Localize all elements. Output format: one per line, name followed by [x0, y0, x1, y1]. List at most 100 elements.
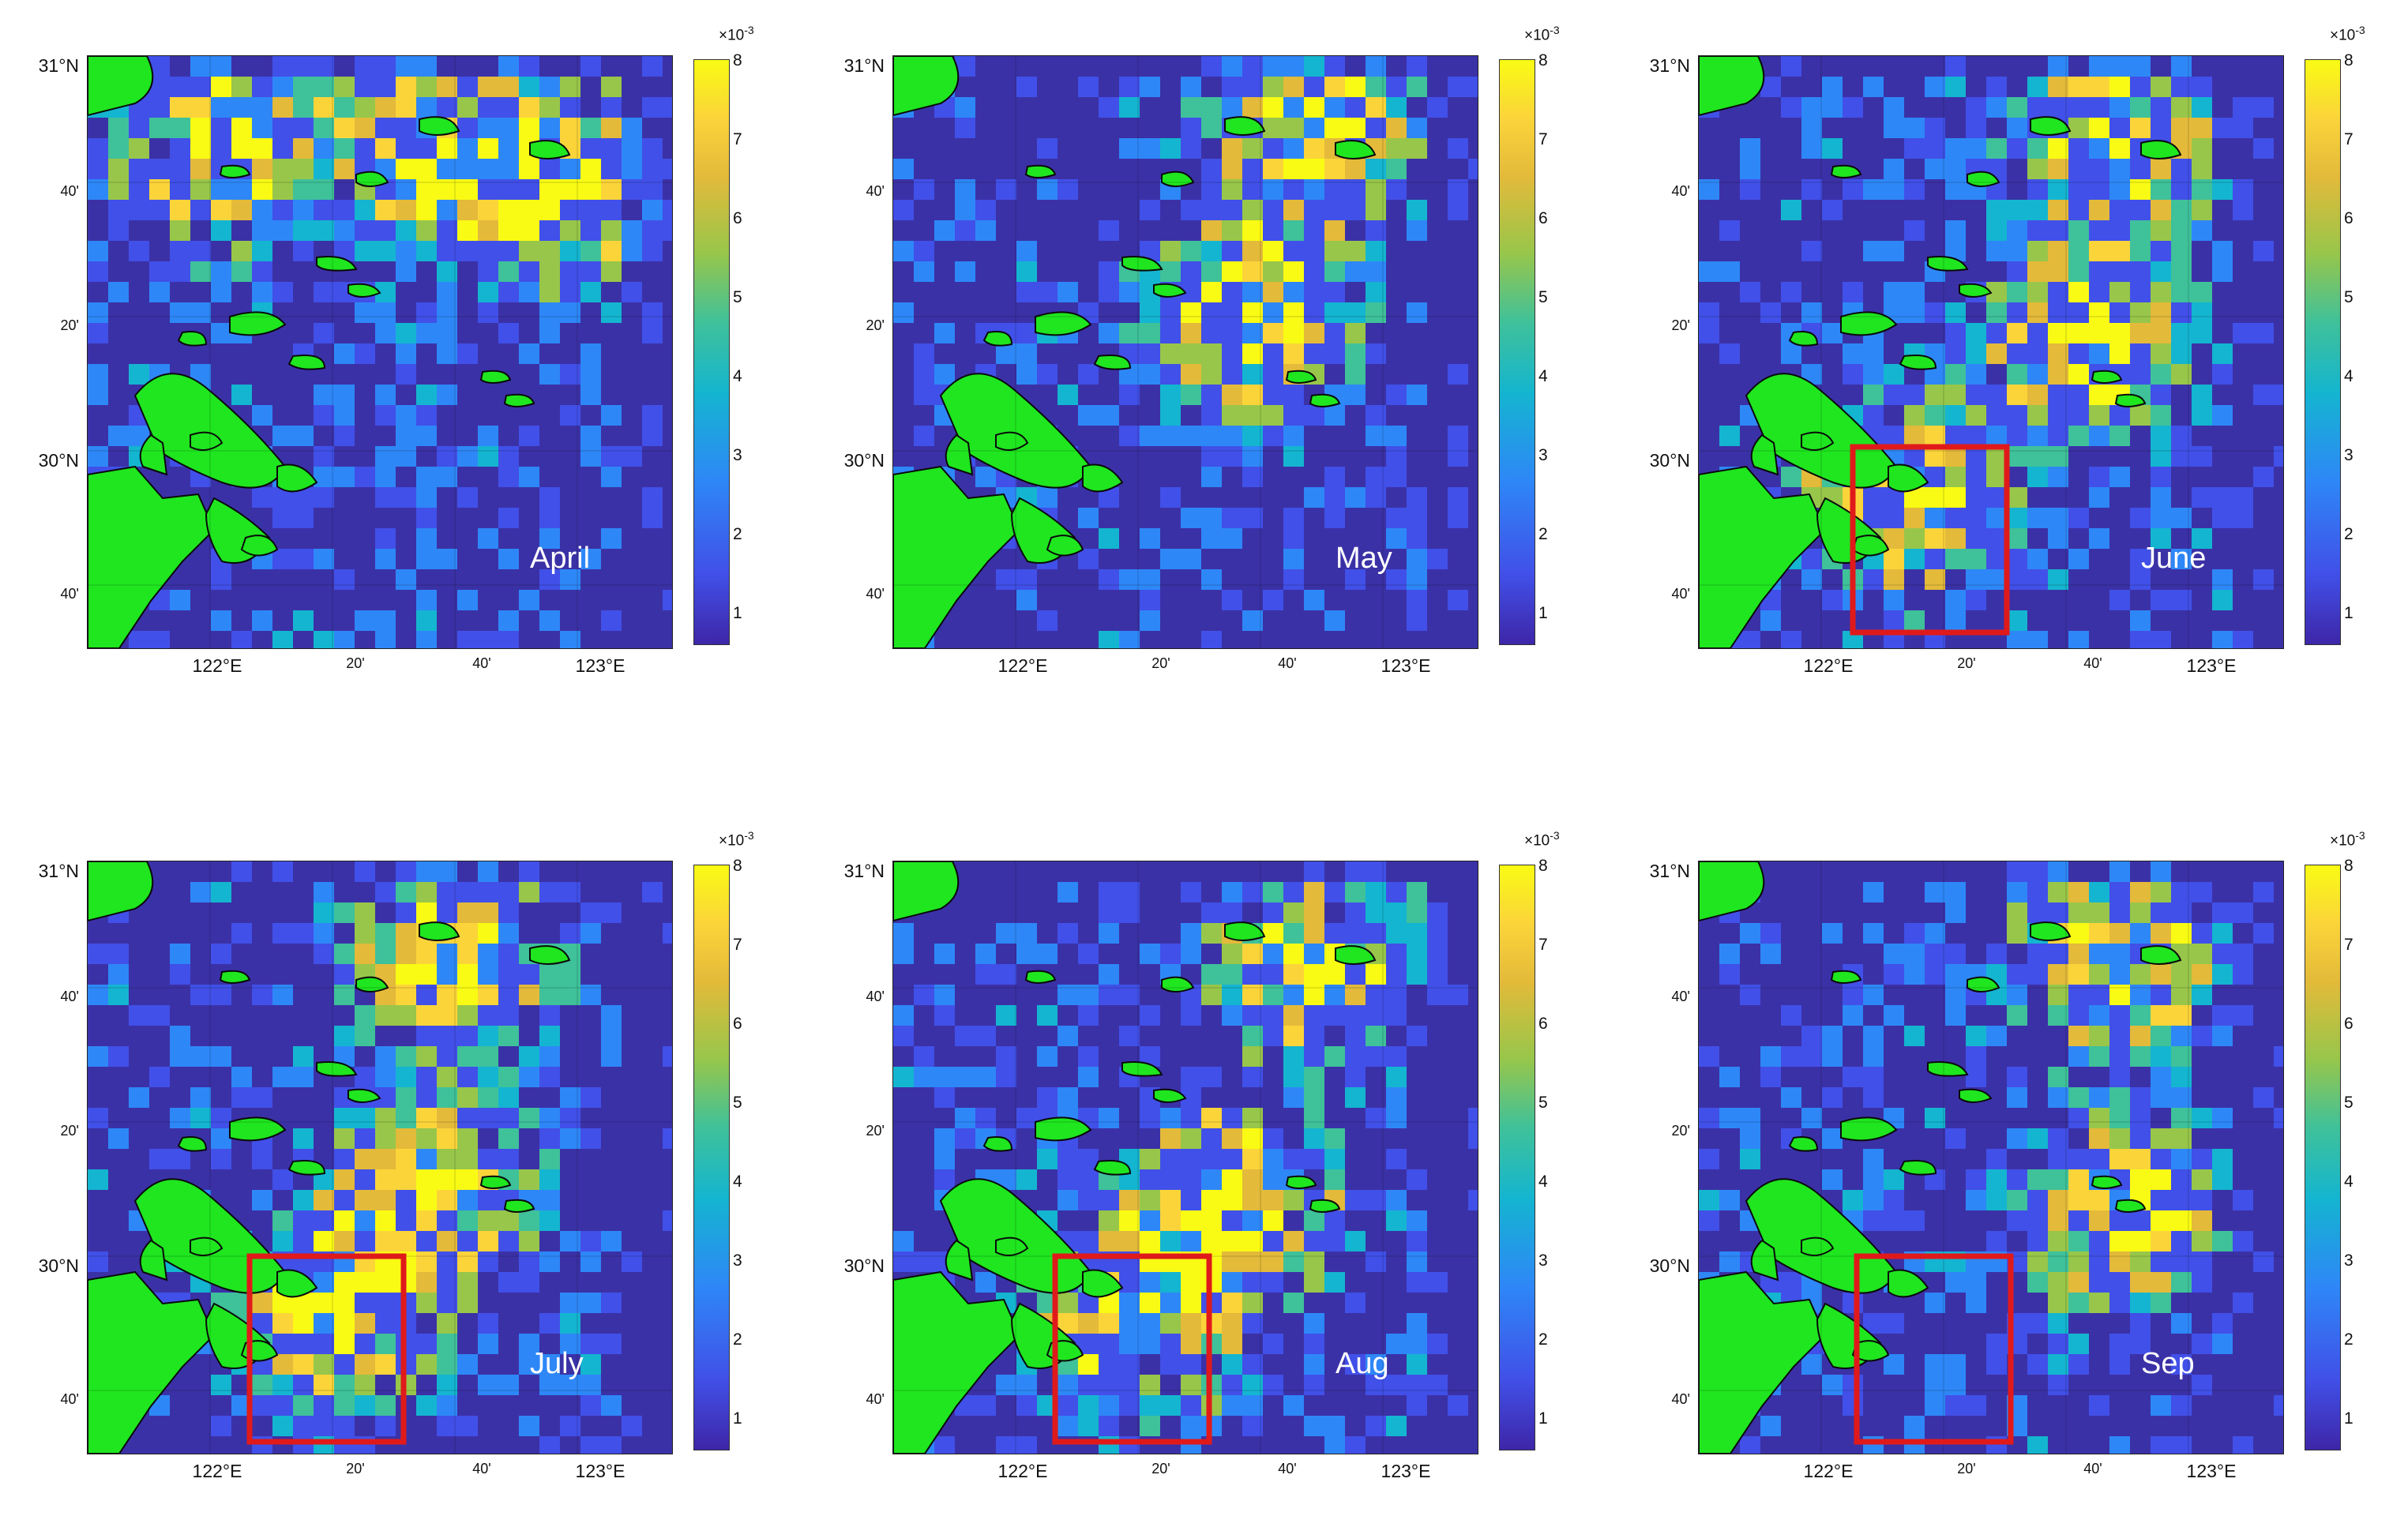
heat-cell: [1386, 446, 1407, 467]
heat-cell: [2253, 1087, 2274, 1108]
heat-cell: [396, 902, 416, 923]
heat-cell: [1263, 1026, 1283, 1046]
heat-cell: [375, 200, 396, 220]
heat-cell: [1078, 1231, 1099, 1251]
heat-cell: [622, 1251, 642, 1272]
heat-cell: [2048, 944, 2068, 964]
heat-cell: [211, 1149, 231, 1169]
heat-cell: [1822, 1128, 1843, 1149]
heat-cell: [2089, 323, 2109, 343]
heat-cell: [1078, 77, 1099, 97]
heat-cell: [1386, 1149, 1407, 1169]
heat-cell: [1345, 385, 1366, 405]
heat-cell: [1945, 964, 1966, 985]
heat-cell: [2192, 282, 2212, 302]
heat-cell: [170, 220, 190, 241]
heat-cell: [1822, 1046, 1843, 1067]
heat-cell: [190, 882, 211, 902]
heat-cell: [437, 1108, 457, 1128]
heat-cell: [1078, 944, 1099, 964]
heat-cell: [1119, 97, 1140, 118]
heat-cell: [334, 1210, 355, 1231]
heat-cell: [457, 631, 478, 648]
heat-cell: [1801, 569, 1822, 590]
heat-cell: [1324, 179, 1345, 200]
heat-cell: [580, 220, 601, 241]
heat-cell: [2192, 882, 2212, 902]
heat-cell: [355, 56, 375, 77]
y-axis-label: 40': [1671, 183, 1690, 199]
heat-cell: [2068, 77, 2089, 97]
y-axis-label: 40': [866, 1391, 885, 1407]
heat-cell: [457, 1231, 478, 1251]
heat-cell: [1181, 1416, 1201, 1436]
heat-cell: [622, 241, 642, 261]
heat-cell: [996, 1005, 1016, 1026]
heat-cell: [1945, 549, 1966, 569]
heat-cell: [2151, 220, 2171, 241]
heat-cell: [375, 405, 396, 426]
heat-cell: [457, 1210, 478, 1231]
heat-cell: [498, 97, 519, 118]
heat-cell: [2027, 1210, 2048, 1231]
heat-cell: [211, 1416, 231, 1436]
heat-cell: [1407, 1354, 1427, 1375]
heat-cell: [1242, 1272, 1263, 1293]
heat-cell: [1201, 964, 1222, 985]
heat-cell: [893, 923, 914, 944]
land-mass: [1699, 861, 1765, 922]
heat-cell: [975, 1108, 996, 1128]
heat-cell: [2048, 1354, 2068, 1375]
heat-cell: [601, 261, 622, 282]
heat-cell: [519, 159, 539, 179]
heat-cell: [231, 200, 252, 220]
heat-cell: [416, 1231, 437, 1251]
heat-cell: [416, 610, 437, 631]
heat-cell: [170, 590, 190, 610]
heat-cell: [1201, 1108, 1222, 1128]
heat-cell: [1119, 426, 1140, 446]
heat-cell: [2027, 179, 2048, 200]
heat-cell: [1345, 882, 1366, 902]
heat-cell: [2274, 1046, 2283, 1067]
heat-cell: [2068, 923, 2089, 944]
heat-cell: [355, 1334, 375, 1354]
heat-cell: [2027, 549, 2048, 569]
heat-cell: [1345, 302, 1366, 323]
heat-cell: [1160, 1190, 1181, 1210]
colorbar-tick: 7: [733, 130, 742, 148]
colorbar-tick: 3: [1538, 446, 1548, 464]
heat-cell: [1119, 1334, 1140, 1354]
heat-cell: [1242, 261, 1263, 282]
heat-cell: [1740, 159, 1760, 179]
heat-cell: [88, 179, 108, 200]
heat-cell: [1863, 1087, 1884, 1108]
heat-cell: [478, 138, 498, 159]
heat-cell: [2151, 426, 2171, 446]
heat-cell: [293, 549, 314, 569]
heat-cell: [539, 282, 560, 302]
heat-cell: [1345, 1436, 1366, 1454]
heat-cell: [996, 343, 1016, 364]
heat-cell: [231, 77, 252, 97]
heat-cell: [1925, 549, 1945, 569]
heat-cell: [1386, 77, 1407, 97]
heat-cell: [375, 241, 396, 261]
heat-cell: [975, 1067, 996, 1087]
heat-cell: [2068, 1005, 2089, 1026]
heat-cell: [2027, 1231, 2048, 1251]
land-mass: [219, 164, 251, 178]
heat-cell: [272, 549, 293, 569]
heat-cell: [437, 241, 457, 261]
heat-cell: [1884, 944, 1904, 964]
heat-cell: [893, 1026, 914, 1046]
heat-cell: [539, 985, 560, 1005]
land-mass: [347, 283, 381, 298]
heat-cell: [2130, 964, 2151, 985]
heat-cell: [211, 985, 231, 1005]
heat-cell: [498, 220, 519, 241]
heat-cell: [355, 610, 375, 631]
heat-cell: [2007, 97, 2027, 118]
heat-cell: [1263, 590, 1283, 610]
land-mass: [1927, 1061, 1969, 1077]
